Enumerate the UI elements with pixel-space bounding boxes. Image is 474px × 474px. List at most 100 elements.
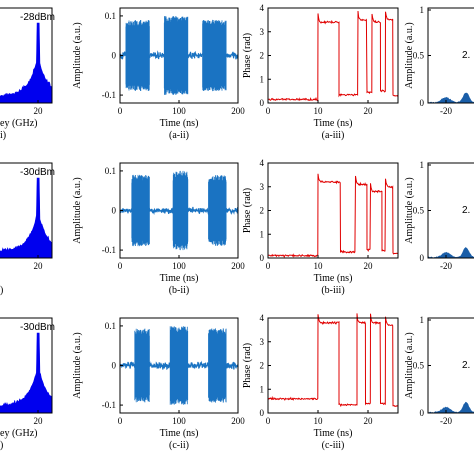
y-tick-label: 0.1 (105, 166, 116, 176)
waveform-burst-edge (163, 16, 189, 95)
y-tick-label: 0.5 (413, 206, 425, 216)
x-tick-label: 10 (314, 106, 324, 116)
waveform-burst-edge (202, 19, 227, 92)
x-tick-label: 20 (364, 261, 374, 271)
y-axis-label: Amplitude (a.u.) (72, 332, 83, 398)
x-tick-label: 0 (266, 261, 271, 271)
x-tick-label: 0 (266, 416, 271, 426)
y-tick-label: -0.1 (102, 245, 116, 255)
panel-caption: ) (0, 440, 3, 451)
plot-frame (267, 162, 399, 259)
value-annotation: 2. (462, 205, 470, 216)
recovered-area (427, 92, 474, 104)
x-tick-label: 0 (266, 106, 271, 116)
power-annotation: -28dBm (20, 12, 55, 23)
phase-trace (267, 313, 399, 408)
x-axis-label: Time (ns) (314, 273, 353, 284)
phase-trace (267, 10, 399, 102)
y-tick-label: 3 (260, 27, 265, 37)
waveform-burst-edge (208, 175, 227, 246)
x-tick-label: 20 (34, 416, 44, 426)
y-tick-label: 0.5 (413, 51, 425, 61)
waveform-burst-edge (125, 20, 150, 91)
panel-caption: (a-iii) (322, 130, 345, 141)
panel-caption: (a-ii) (169, 130, 189, 141)
x-tick-label: 0 (118, 261, 123, 271)
waveform-plot-b (119, 162, 239, 259)
spectrum-plot-a (0, 7, 53, 104)
waveform-burst-edge (134, 328, 150, 403)
y-tick-label: 0 (420, 98, 425, 108)
x-tick-label: 10 (314, 261, 324, 271)
y-tick-label: 0.1 (105, 11, 116, 21)
x-tick-label: 100 (172, 106, 186, 116)
y-tick-label: 2 (260, 361, 265, 371)
x-tick-label: 200 (231, 416, 245, 426)
waveform-burst-edge (172, 170, 189, 251)
waveform-burst-edge (208, 328, 227, 403)
x-tick-label: 20 (364, 106, 374, 116)
phase-plot-b (267, 162, 399, 259)
phase-plot-a (267, 7, 399, 104)
y-tick-label: 0 (260, 253, 265, 263)
x-tick-label: 0 (118, 416, 123, 426)
x-axis-label: Time (ns) (314, 118, 353, 129)
x-tick-label: 10 (314, 416, 324, 426)
y-tick-label: 4 (260, 158, 265, 168)
x-axis-label: Time (ns) (160, 273, 199, 284)
y-tick-label: 0 (112, 51, 117, 61)
y-tick-label: 0 (260, 98, 265, 108)
y-tick-label: 1 (260, 74, 265, 84)
x-axis-label: Time (ns) (160, 118, 199, 129)
panel-caption: (b-iii) (321, 285, 344, 296)
panel-caption: (b-ii) (169, 285, 190, 296)
y-axis-label: Amplitude (a.u.) (404, 332, 415, 398)
y-tick-label: 1 (260, 229, 265, 239)
phase-trace (267, 173, 398, 258)
y-tick-label: 0 (112, 361, 117, 371)
y-tick-label: 0.5 (413, 361, 425, 371)
x-tick-label: 20 (34, 106, 44, 116)
plot-frame (0, 7, 53, 104)
y-tick-label: -0.1 (102, 90, 116, 100)
y-tick-label: 0.1 (105, 321, 116, 331)
y-tick-label: 0 (112, 206, 117, 216)
y-axis-label: Amplitude (a.u.) (72, 177, 83, 243)
spectrum-area (0, 332, 53, 414)
x-tick-label: 0 (118, 106, 123, 116)
y-axis-label: Amplitude (a.u.) (72, 22, 83, 88)
x-axis-label: ey (GHz) (0, 118, 37, 129)
waveform-plot-c (119, 317, 239, 414)
y-axis-label: Phase (rad) (242, 33, 253, 78)
y-tick-label: 1 (420, 160, 425, 170)
x-tick-label: 200 (231, 106, 245, 116)
waveform-burst-edge (169, 326, 189, 405)
y-tick-label: 3 (260, 182, 265, 192)
x-tick-label: 20 (364, 416, 374, 426)
plot-frame (0, 317, 53, 414)
spectrum-plot-b (0, 162, 53, 259)
y-tick-label: 1 (260, 384, 265, 394)
x-tick-label: 200 (231, 261, 245, 271)
x-tick-label: -20 (440, 106, 452, 116)
y-tick-label: 1 (420, 5, 425, 15)
panel-caption: ) (0, 285, 3, 296)
panel-caption: (c-ii) (169, 440, 189, 451)
y-tick-label: 3 (260, 337, 265, 347)
power-annotation: -30dBm (20, 322, 55, 333)
recovered-area (427, 247, 474, 259)
x-tick-label: 100 (172, 261, 186, 271)
x-tick-label: -20 (440, 261, 452, 271)
x-tick-label: -20 (440, 416, 452, 426)
x-tick-label: 20 (34, 261, 44, 271)
y-tick-label: 0 (420, 253, 425, 263)
plot-frame (0, 162, 53, 259)
y-tick-label: 0 (420, 408, 425, 418)
value-annotation: 2. (462, 50, 470, 61)
x-axis-label: Time (ns) (160, 428, 199, 439)
y-axis-label: Amplitude (a.u.) (404, 177, 415, 243)
spectrum-area (0, 22, 53, 104)
spectrum-area (0, 177, 53, 259)
y-tick-label: 0 (260, 408, 265, 418)
x-tick-label: 100 (172, 416, 186, 426)
